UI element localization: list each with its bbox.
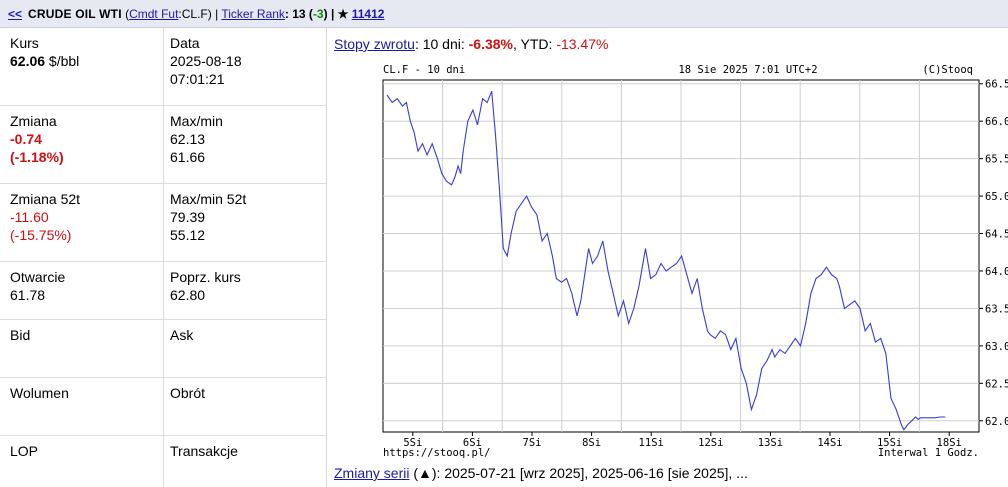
zmiana52-cell: Zmiana 52t -11.60 (-15.75%)	[10, 190, 160, 244]
lop-label: LOP	[10, 443, 39, 459]
chart-header-right: (C)Stooq	[922, 64, 973, 76]
maxmin52-cell: Max/min 52t 79.39 55.12	[170, 190, 320, 244]
chart-footer-right: Interwal 1 Godz.	[878, 447, 979, 458]
x-tick-label: 12Si	[698, 437, 723, 449]
obrot-label: Obrót	[170, 385, 206, 401]
price-line	[386, 90, 946, 431]
data-label: Data	[170, 35, 200, 51]
star-count-link[interactable]: 11412	[351, 7, 385, 21]
min-value: 61.66	[170, 149, 206, 165]
returns-line: Stopy zwrotu: 10 dni: -6.38%, YTD: -13.4…	[334, 36, 608, 52]
y-tick-label: 66.5	[985, 79, 1008, 91]
poprz-value: 62.80	[170, 287, 206, 303]
chart-footer-left: https://stooq.pl/	[383, 447, 490, 458]
zmiana52-pct: (-15.75%)	[10, 227, 72, 243]
y-tick-label: 63.0	[985, 341, 1008, 353]
poprz-cell: Poprz. kurs 62.80	[170, 268, 320, 304]
ask-label: Ask	[170, 327, 194, 343]
y-tick-label: 63.5	[985, 303, 1008, 315]
series-changes-line: Zmiany serii (▲): 2025-07-21 [wrz 2025],…	[334, 465, 748, 481]
price-chart: 62.0 62.5 63.0 63.5 64.0 64.5 65.0 65.5 66.0 66.5…	[382, 64, 1008, 458]
x-tick-label: 8Si	[582, 437, 601, 449]
y-axis: 62.0 62.5 63.0 63.5 64.0 64.5 65.0 65.5 66.0 66.5	[979, 79, 1008, 428]
otwarcie-value: 61.78	[10, 287, 46, 303]
transakcje-label: Transakcje	[170, 443, 238, 459]
x-tick-label: 14Si	[817, 437, 842, 449]
x-tick-label: 18Si	[937, 437, 962, 449]
quote-time: 07:01:21	[170, 71, 225, 87]
wolumen-label: Wolumen	[10, 385, 69, 401]
y-tick-label: 62.5	[985, 378, 1008, 390]
quote-row: Wolumen Obrót	[0, 378, 327, 436]
poprz-label: Poprz. kurs	[170, 269, 241, 285]
kurs-unit: $/bbl	[45, 53, 80, 69]
series-changes-text: (▲): 2025-07-21 [wrz 2025], 2025-06-16 […	[409, 465, 748, 481]
x-tick-label: 6Si	[463, 437, 482, 449]
kurs-cell: Kurs 62.06 $/bbl	[10, 34, 160, 70]
y-tick-label: 65.0	[985, 191, 1008, 203]
kurs-value: 62.06	[10, 53, 46, 69]
quote-row: LOP Transakcje	[0, 436, 327, 487]
column-divider	[163, 28, 164, 487]
y-tick-label: 66.0	[985, 116, 1008, 128]
x-tick-label: 7Si	[523, 437, 542, 449]
back-link[interactable]: <<	[8, 7, 23, 21]
separator: |	[211, 7, 222, 21]
y-tick-label: 65.5	[985, 154, 1008, 166]
otwarcie-cell: Otwarcie 61.78	[10, 268, 160, 304]
min52-value: 55.12	[170, 227, 206, 243]
x-tick-label: 15Si	[877, 437, 902, 449]
chart-header-left: CL.F - 10 dni	[383, 64, 465, 76]
instrument-name: CRUDE OIL WTI	[28, 7, 122, 21]
zmiana-label: Zmiana	[10, 113, 57, 129]
returns-text2: , YTD:	[513, 36, 557, 52]
x-tick-label: 5Si	[403, 437, 422, 449]
zmiana-pct: (-1.18%)	[10, 149, 64, 165]
kurs-label: Kurs	[10, 35, 39, 51]
maxmin-cell: Max/min 62.13 61.66	[170, 112, 320, 166]
bid-label: Bid	[10, 327, 31, 343]
maxmin-label: Max/min	[170, 113, 223, 129]
y-tick-label: 64.5	[985, 229, 1008, 241]
returns-link[interactable]: Stopy zwrotu	[334, 36, 415, 52]
symbol: :CL.F)	[178, 7, 212, 21]
x-tick-label: 13Si	[758, 437, 783, 449]
category-link[interactable]: Cmdt Fut	[129, 7, 179, 21]
returns-text1: : 10 dni:	[414, 36, 469, 52]
zmiana-cell: Zmiana -0.74 (-1.18%)	[10, 112, 160, 166]
paren-open: (	[125, 7, 130, 21]
ticker-rank-link[interactable]: Ticker Rank	[221, 7, 285, 21]
data-cell: Data 2025-08-18 07:01:21	[170, 34, 320, 88]
max-value: 62.13	[170, 131, 206, 147]
y-tick-label: 64.0	[985, 266, 1008, 278]
quote-date: 2025-08-18	[170, 53, 242, 69]
zmiana52-label: Zmiana 52t	[10, 191, 81, 207]
return-ytd: -13.47%	[556, 36, 609, 52]
series-changes-link[interactable]: Zmiany serii	[334, 465, 410, 481]
maxmin52-label: Max/min 52t	[170, 191, 247, 207]
zmiana-value: -0.74	[10, 131, 42, 147]
return-10d: -6.38%	[468, 36, 513, 52]
otwarcie-label: Otwarcie	[10, 269, 66, 285]
instrument-header: << CRUDE OIL WTI (Cmdt Fut:CL.F) | Ticker…	[0, 0, 1008, 28]
x-tick-label: 11Si	[639, 437, 664, 449]
max52-value: 79.39	[170, 209, 206, 225]
rank-close: ) | ★	[323, 7, 352, 21]
chart-header-center: 18 Sie 2025 7:01 UTC+2	[678, 64, 817, 76]
quote-row: Otwarcie 61.78 Poprz. kurs 62.80	[0, 262, 327, 320]
rank-change: -3	[312, 7, 324, 21]
y-tick-label: 62.0	[985, 416, 1008, 428]
zmiana52-value: -11.60	[10, 209, 49, 225]
x-axis: 5Si 6Si 7Si 8Si 11Si 12Si 13Si 14Si 15Si 18Si	[403, 432, 962, 449]
chart-panel: Stopy zwrotu: 10 dni: -6.38%, YTD: -13.4…	[330, 28, 1008, 487]
rank-value: : 13 (	[284, 7, 313, 21]
